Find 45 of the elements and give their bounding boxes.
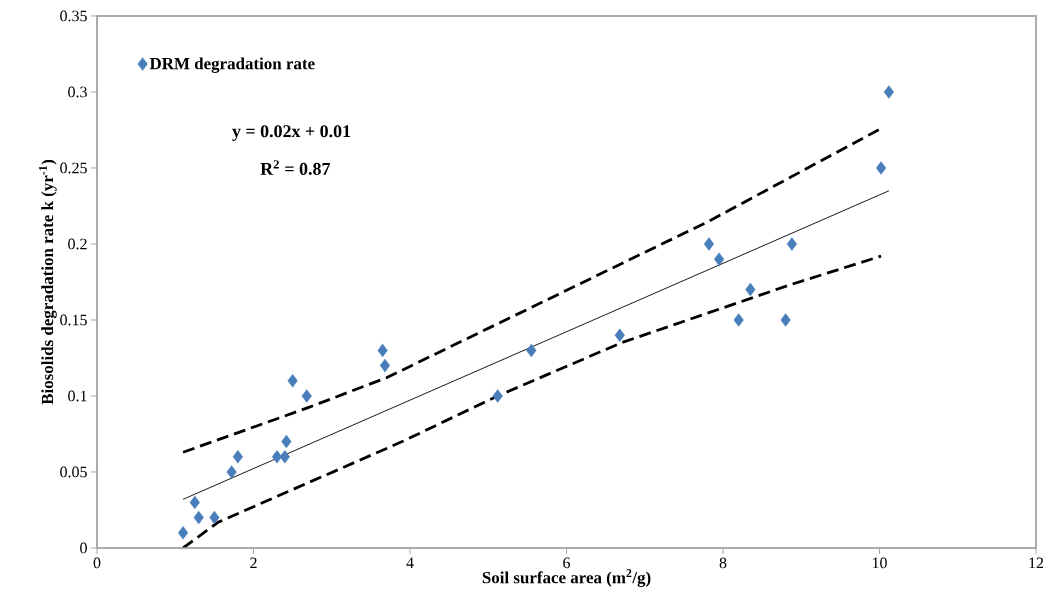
point [876,161,887,175]
x-tick-label: 0 [93,557,101,569]
point [786,237,797,251]
point [780,313,791,327]
y-tick-label: 0.3 [68,86,87,98]
point [745,282,756,297]
x-tick-label: 6 [563,557,571,569]
point [614,328,625,342]
point [193,510,204,525]
line-series [181,254,883,548]
x-tick-label: 12 [1029,557,1044,569]
y-tick-label: 0 [80,542,87,554]
point [232,450,243,464]
annotation: R$^{2}$ = 0.87 [260,160,330,176]
point [178,526,189,540]
y-tick-label: 0.15 [60,314,87,326]
point [226,465,237,479]
y-tick-label: 0.25 [60,162,87,174]
point [287,374,298,388]
point [301,389,312,403]
y-tick-label: 0.2 [68,238,87,250]
point [492,389,503,403]
point [714,252,725,266]
point [526,343,537,358]
x-tick-label: 8 [719,557,727,569]
x-axis-title: Soil surface area (m$^{2}$/g) [482,569,651,587]
point [703,237,714,251]
x-tick-label: 2 [250,557,257,569]
annotation: y = 0.02x + 0.01 [232,125,351,141]
y-axis-title: Biosolids degradation rate k (yr$^{-1}$) [38,159,57,405]
y-tick-label: 0.1 [68,390,87,402]
point [379,358,391,373]
point [209,510,220,525]
x-tick-label: 10 [872,557,887,569]
y-tick-label: 0.35 [60,10,87,22]
point [377,343,388,358]
x-tick-label: 4 [406,557,414,568]
legend-label: DRM degradation rate [149,57,315,73]
y-tick-label: 0.05 [60,466,87,478]
point [279,450,290,464]
point [189,495,200,510]
point [271,450,283,464]
point [281,434,292,449]
point [733,313,744,327]
point [883,85,894,99]
